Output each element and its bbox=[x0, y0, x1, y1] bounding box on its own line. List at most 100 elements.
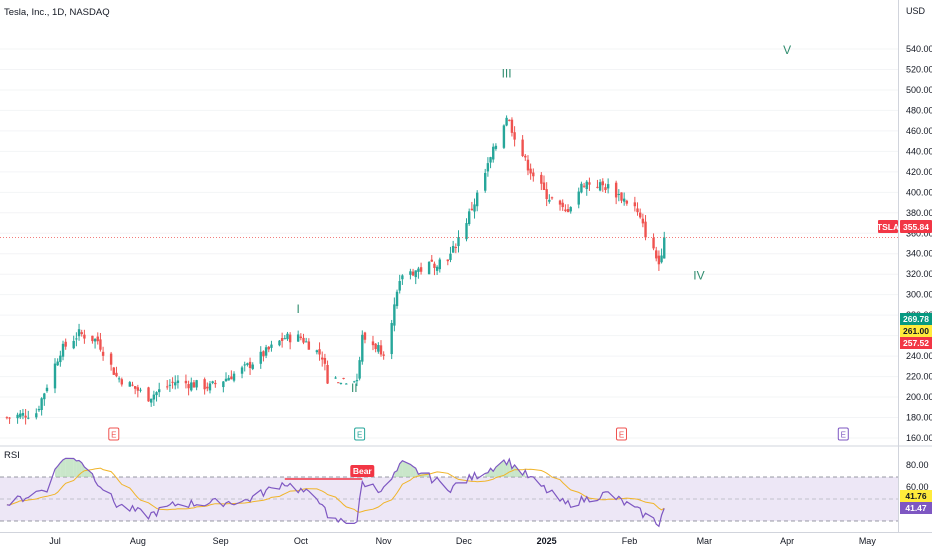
candle-body bbox=[259, 351, 262, 364]
candle-body bbox=[35, 413, 38, 418]
time-label: Nov bbox=[376, 536, 393, 546]
candle-body bbox=[545, 189, 548, 200]
time-label: Sep bbox=[213, 536, 229, 546]
time-label: Dec bbox=[456, 536, 473, 546]
candle-body bbox=[318, 349, 321, 355]
candle-body bbox=[401, 275, 404, 280]
candle-body bbox=[345, 383, 348, 385]
price-tick: 460.00 bbox=[906, 126, 932, 136]
mid-label-box bbox=[900, 325, 932, 337]
price-tick: 340.00 bbox=[906, 249, 932, 259]
price-pane[interactable] bbox=[0, 0, 898, 445]
price-tick: 320.00 bbox=[906, 269, 932, 279]
wave-label-IV: IV bbox=[693, 268, 704, 282]
candle-body bbox=[524, 155, 527, 158]
candle-body bbox=[251, 364, 254, 369]
rsi-ma-value: 41.76 bbox=[905, 491, 927, 501]
earnings-marker-label: E bbox=[357, 431, 362, 440]
rsi-pane[interactable]: RSI bbox=[0, 445, 932, 522]
candle-body bbox=[315, 350, 319, 353]
candle-body bbox=[227, 377, 230, 381]
candle-body bbox=[203, 379, 206, 390]
price-tick: 300.00 bbox=[906, 290, 932, 300]
price-tick: 420.00 bbox=[906, 167, 932, 177]
candle-body bbox=[558, 200, 562, 205]
earnings-marker[interactable] bbox=[354, 427, 366, 441]
candle-body bbox=[120, 379, 124, 385]
candle-body bbox=[505, 117, 508, 126]
price-tick: 520.00 bbox=[906, 64, 932, 74]
candle-body bbox=[37, 408, 41, 411]
earnings-marker[interactable] bbox=[108, 427, 120, 441]
candle-body bbox=[128, 382, 132, 387]
price-tick: 240.00 bbox=[906, 351, 932, 361]
time-label: Oct bbox=[294, 536, 309, 546]
currency-label: USD bbox=[906, 6, 926, 16]
candle-body bbox=[64, 341, 67, 347]
candle-body bbox=[363, 332, 367, 340]
candle-body bbox=[542, 182, 546, 191]
candle-body bbox=[377, 345, 380, 352]
time-label: Feb bbox=[622, 536, 638, 546]
candle-body bbox=[190, 382, 193, 391]
candle-body bbox=[171, 381, 174, 383]
candle-body bbox=[361, 334, 364, 362]
earnings-marker[interactable] bbox=[615, 427, 627, 441]
rsi-overbought-fill bbox=[57, 462, 61, 477]
candle-body bbox=[61, 343, 65, 357]
price-tick: 480.00 bbox=[906, 105, 932, 115]
candle-body bbox=[99, 339, 102, 350]
mid-label: 261.00 bbox=[903, 326, 929, 336]
candle-body bbox=[521, 139, 524, 157]
price-labels: 269.78 261.00 257.52 bbox=[900, 313, 932, 349]
candle-body bbox=[283, 338, 287, 340]
candle-body bbox=[323, 357, 327, 364]
candle-body bbox=[411, 271, 415, 276]
candle-body bbox=[240, 367, 244, 374]
candle-body bbox=[337, 382, 340, 384]
price-grid bbox=[0, 48, 898, 439]
candle-body bbox=[371, 341, 375, 346]
candle-body bbox=[270, 344, 273, 348]
rsi-overbought-fill bbox=[73, 458, 77, 477]
candle-body bbox=[59, 355, 62, 363]
candle-body bbox=[342, 377, 345, 379]
rsi-line bbox=[6, 457, 665, 528]
candle-body bbox=[101, 351, 105, 356]
candle-body bbox=[8, 417, 11, 419]
wave-label-V: V bbox=[783, 43, 791, 57]
symbol-label: TSLA bbox=[877, 222, 899, 232]
candle-body bbox=[660, 255, 663, 263]
rsi-overbought-fill bbox=[399, 460, 403, 477]
candle-body bbox=[513, 132, 516, 140]
price-axis[interactable]: 540.00 520.00 500.00 480.00 460.00 440.00 420.… bbox=[906, 44, 932, 443]
candle-body bbox=[395, 291, 399, 307]
price-tick: 440.00 bbox=[906, 146, 932, 156]
candle-body bbox=[382, 354, 385, 356]
candle-body bbox=[435, 266, 439, 271]
candle-body bbox=[633, 202, 637, 207]
candle-body bbox=[353, 381, 356, 383]
earnings-marker[interactable] bbox=[837, 427, 849, 441]
candle-body bbox=[115, 372, 118, 377]
time-axis[interactable]: Jul Aug Sep Oct Nov Dec 2025 Feb Mar Apr May bbox=[49, 536, 876, 546]
last-price-badge: TSLA 355.84 bbox=[877, 220, 932, 233]
candles bbox=[5, 115, 666, 425]
candle-body bbox=[5, 417, 9, 419]
time-label: May bbox=[859, 536, 877, 546]
candle-body bbox=[264, 347, 268, 356]
candle-body bbox=[158, 389, 161, 393]
rsi-value: 41.47 bbox=[905, 503, 927, 513]
candle-body bbox=[176, 380, 180, 383]
candle-body bbox=[427, 261, 431, 275]
candle-body bbox=[446, 259, 450, 262]
candle-body bbox=[580, 183, 583, 193]
candle-body bbox=[492, 146, 495, 160]
candle-body bbox=[109, 353, 113, 365]
candle-body bbox=[246, 363, 249, 365]
candle-body bbox=[489, 157, 492, 163]
wave-label-III: III bbox=[502, 67, 512, 81]
candle-body bbox=[508, 119, 511, 121]
